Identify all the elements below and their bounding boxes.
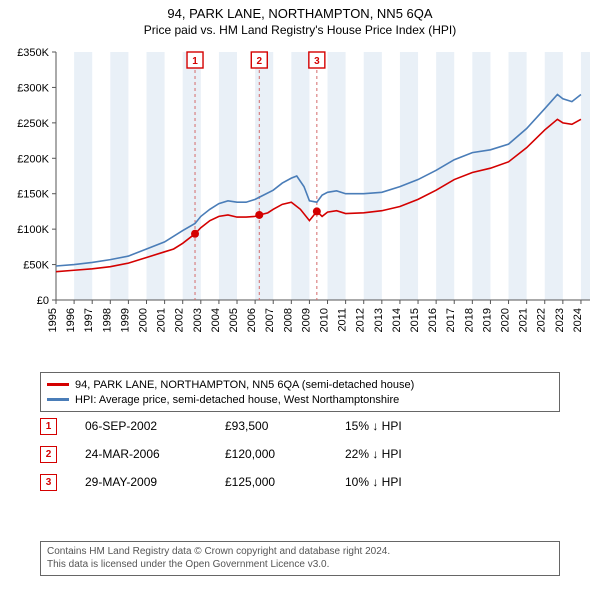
svg-text:£200K: £200K — [17, 153, 49, 165]
svg-text:£300K: £300K — [17, 82, 49, 94]
chart-subtitle: Price paid vs. HM Land Registry's House … — [0, 21, 600, 37]
line-chart-svg: £0 £50K £100K £150K £200K £250K £300K £350K 1995… — [0, 42, 600, 360]
svg-text:2002: 2002 — [174, 308, 186, 332]
transaction-row: 2 24-MAR-2006 £120,000 22% ↓ HPI — [40, 440, 560, 468]
svg-text:2020: 2020 — [500, 308, 512, 332]
transaction-marker-3: 3 — [40, 474, 57, 491]
svg-text:2014: 2014 — [391, 308, 403, 332]
svg-text:2006: 2006 — [246, 308, 258, 332]
svg-text:2023: 2023 — [554, 308, 566, 332]
transaction-diff: 22% ↓ HPI — [345, 447, 465, 461]
svg-text:1999: 1999 — [119, 308, 131, 332]
transaction-date: 29-MAY-2009 — [85, 475, 225, 489]
transaction-row: 3 29-MAY-2009 £125,000 10% ↓ HPI — [40, 468, 560, 496]
transaction-date: 24-MAR-2006 — [85, 447, 225, 461]
svg-text:2: 2 — [257, 56, 263, 67]
svg-text:2003: 2003 — [192, 308, 204, 332]
legend-row-hpi: HPI: Average price, semi-detached house,… — [47, 392, 553, 407]
transaction-marker-1: 1 — [40, 418, 57, 435]
svg-text:£0: £0 — [37, 295, 49, 307]
license-line-2: This data is licensed under the Open Gov… — [47, 559, 553, 572]
svg-text:3: 3 — [314, 56, 320, 67]
transaction-diff: 15% ↓ HPI — [345, 419, 465, 433]
transaction-price: £120,000 — [225, 447, 345, 461]
legend-label-property: 94, PARK LANE, NORTHAMPTON, NN5 6QA (sem… — [75, 379, 414, 391]
svg-text:1997: 1997 — [83, 308, 95, 332]
transactions-table: 1 06-SEP-2002 £93,500 15% ↓ HPI 2 24-MAR… — [40, 412, 560, 496]
legend-swatch-hpi — [47, 398, 69, 401]
svg-text:2013: 2013 — [373, 308, 385, 332]
svg-text:2007: 2007 — [264, 308, 276, 332]
svg-text:2004: 2004 — [210, 308, 222, 332]
transaction-date: 06-SEP-2002 — [85, 419, 225, 433]
legend-row-property: 94, PARK LANE, NORTHAMPTON, NN5 6QA (sem… — [47, 377, 553, 392]
svg-text:2008: 2008 — [282, 308, 294, 332]
license-box: Contains HM Land Registry data © Crown c… — [40, 541, 560, 576]
svg-text:2001: 2001 — [156, 308, 168, 332]
svg-text:2022: 2022 — [536, 308, 548, 332]
svg-text:2016: 2016 — [427, 308, 439, 332]
legend-swatch-property — [47, 383, 69, 386]
svg-text:2012: 2012 — [355, 308, 367, 332]
transaction-diff: 10% ↓ HPI — [345, 475, 465, 489]
svg-text:£150K: £150K — [17, 189, 49, 201]
chart-title: 94, PARK LANE, NORTHAMPTON, NN5 6QA — [0, 0, 600, 21]
legend-label-hpi: HPI: Average price, semi-detached house,… — [75, 394, 399, 406]
svg-text:1996: 1996 — [65, 308, 77, 332]
svg-text:1998: 1998 — [101, 308, 113, 332]
license-line-1: Contains HM Land Registry data © Crown c… — [47, 546, 553, 559]
svg-text:2021: 2021 — [518, 308, 530, 332]
transaction-row: 1 06-SEP-2002 £93,500 15% ↓ HPI — [40, 412, 560, 440]
legend: 94, PARK LANE, NORTHAMPTON, NN5 6QA (sem… — [40, 372, 560, 412]
svg-text:2000: 2000 — [138, 308, 150, 332]
svg-text:£350K: £350K — [17, 47, 49, 59]
svg-text:2018: 2018 — [463, 308, 475, 332]
transaction-marker-2: 2 — [40, 446, 57, 463]
svg-text:2019: 2019 — [481, 308, 493, 332]
svg-text:2011: 2011 — [337, 308, 349, 332]
svg-text:£250K: £250K — [17, 118, 49, 130]
svg-text:2010: 2010 — [319, 308, 331, 332]
svg-text:2015: 2015 — [409, 308, 421, 332]
svg-text:2009: 2009 — [300, 308, 312, 332]
svg-text:2024: 2024 — [572, 308, 584, 332]
svg-text:1: 1 — [192, 56, 198, 67]
transaction-price: £93,500 — [225, 419, 345, 433]
svg-text:2017: 2017 — [445, 308, 457, 332]
transaction-price: £125,000 — [225, 475, 345, 489]
chart-area: £0 £50K £100K £150K £200K £250K £300K £350K 1995… — [0, 42, 600, 360]
svg-text:£50K: £50K — [23, 260, 49, 272]
svg-text:2005: 2005 — [228, 308, 240, 332]
svg-text:1995: 1995 — [47, 308, 59, 332]
svg-text:£100K: £100K — [17, 224, 49, 236]
